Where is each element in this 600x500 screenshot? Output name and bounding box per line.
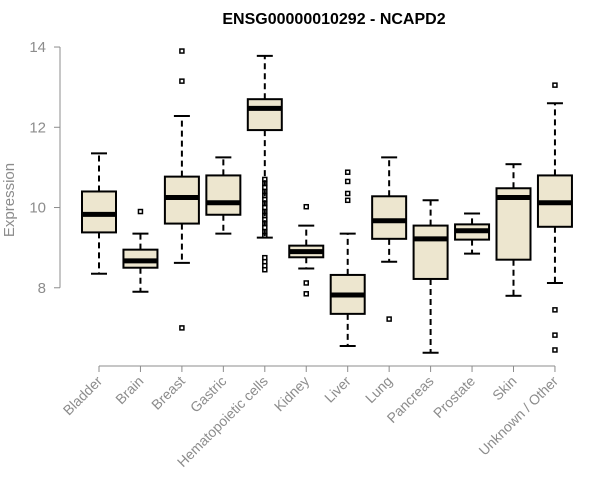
y-tick-label: 8: [38, 280, 46, 297]
outlier-point: [303, 203, 309, 210]
y-tick-label: 12: [29, 119, 46, 136]
x-tick-label: Breast: [148, 373, 188, 413]
outlier-point: [386, 316, 392, 322]
box-group-kidney: [288, 203, 325, 297]
box-iqr: [371, 195, 408, 240]
box-group-bladder: [81, 152, 117, 275]
y-axis: 8 10 12 14: [29, 39, 61, 297]
outlier-point: [262, 232, 268, 239]
box-group-brain: [122, 208, 159, 293]
box-group-hematopoietic-cells: [246, 54, 283, 273]
outlier-point: [552, 82, 558, 88]
box-iqr: [412, 224, 449, 280]
outlier-point: [344, 169, 351, 175]
x-tick-label: Unknown / Other: [475, 373, 561, 459]
outlier-point: [179, 325, 185, 331]
box-group-prostate: [454, 212, 491, 255]
outlier-point: [303, 291, 309, 297]
box-iqr: [246, 98, 283, 132]
box-group-liver: [329, 169, 366, 347]
box-group-unknown-other: [536, 82, 573, 353]
outlier-point: [179, 78, 185, 84]
outlier-point: [137, 208, 144, 215]
x-tick-label: Liver: [321, 373, 354, 406]
box-iqr: [163, 175, 200, 225]
outlier-point: [552, 347, 558, 353]
outlier-point: [344, 178, 351, 185]
outlier-point: [552, 307, 558, 313]
box-iqr: [205, 174, 242, 216]
chart-title: ENSG00000010292 - NCAPD2: [222, 11, 445, 28]
outlier-point: [344, 190, 351, 197]
y-tick-label: 14: [29, 39, 46, 56]
outlier-point: [344, 197, 351, 204]
x-tick-label: Prostate: [430, 373, 478, 421]
outlier-point: [552, 332, 558, 338]
box-group-pancreas: [412, 199, 449, 354]
box-group-gastric: [205, 156, 242, 235]
plot-area: [81, 48, 573, 354]
x-tick-label: Lung: [362, 373, 395, 406]
outlier-point: [262, 266, 268, 273]
box-group-skin: [495, 163, 532, 297]
outlier-point: [179, 48, 185, 54]
x-tick-label: Kidney: [271, 373, 313, 415]
outlier-point: [303, 280, 309, 286]
box-group-lung: [371, 156, 408, 322]
y-tick-label: 10: [29, 200, 46, 217]
x-tick-label: Brain: [112, 373, 146, 407]
x-tick-label: Skin: [489, 373, 520, 404]
box-group-breast: [163, 48, 200, 331]
x-tick-label: Bladder: [60, 373, 106, 419]
y-axis-label: Expression: [1, 163, 18, 237]
box-iqr: [495, 187, 532, 261]
